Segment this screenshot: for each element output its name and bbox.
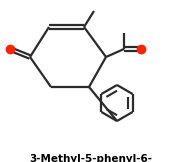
Text: 3-Methyl-5-phenyl-6-
acetylcyclohexen-2-one: 3-Methyl-5-phenyl-6- acetylcyclohexen-2-… <box>21 154 160 162</box>
